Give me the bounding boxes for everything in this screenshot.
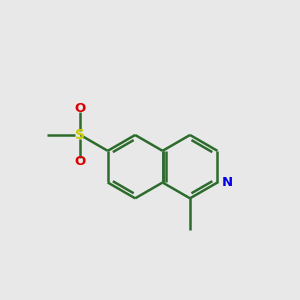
Text: N: N: [222, 176, 233, 189]
Text: S: S: [75, 128, 85, 142]
Text: O: O: [75, 102, 86, 115]
Text: O: O: [75, 155, 86, 168]
